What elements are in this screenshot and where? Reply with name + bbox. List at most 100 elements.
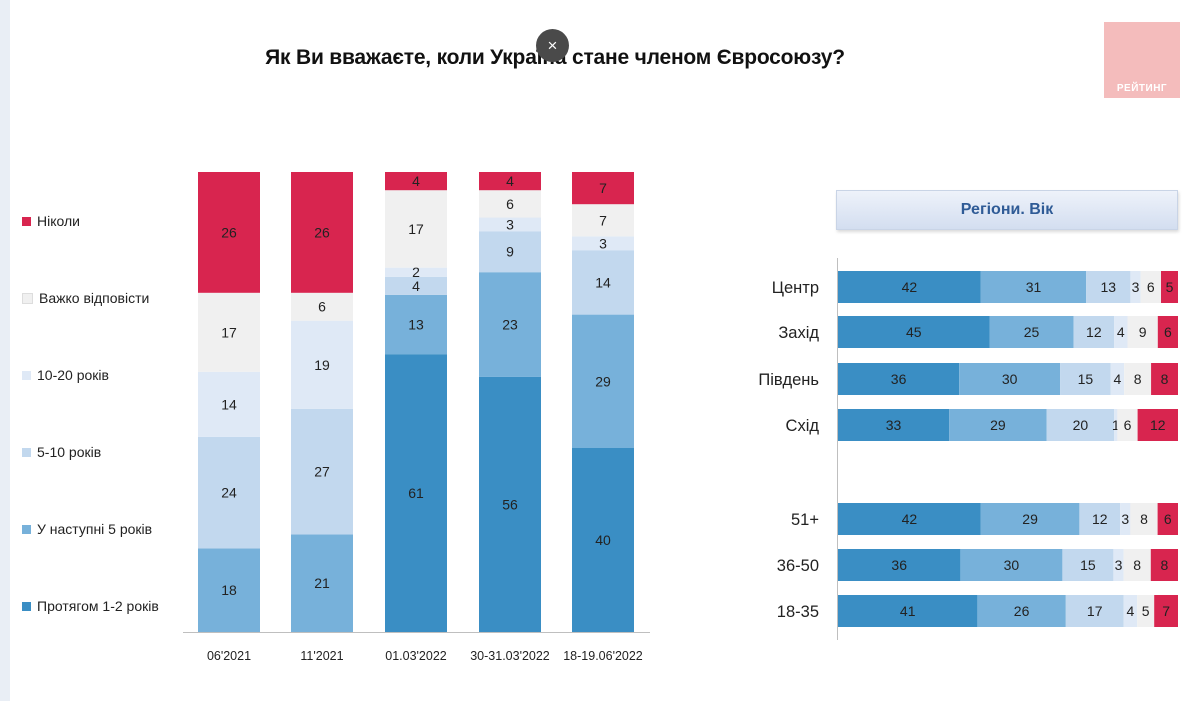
data-label: 40 xyxy=(595,532,611,548)
legend-label: У наступні 5 років xyxy=(37,521,153,537)
y-tick-label: Схід xyxy=(786,417,820,435)
bar-segment xyxy=(198,371,260,437)
data-label: 12 xyxy=(1092,511,1108,527)
close-button[interactable]: × xyxy=(536,29,569,62)
legend-item: 5-10 років xyxy=(22,442,101,462)
data-label: 33 xyxy=(886,417,902,433)
legend-swatch xyxy=(22,292,33,304)
data-label: 6 xyxy=(1147,279,1155,295)
data-label: 56 xyxy=(502,496,518,512)
data-label: 14 xyxy=(595,274,611,290)
data-label: 7 xyxy=(1162,603,1170,619)
hbar-segment xyxy=(1157,503,1178,535)
hbar-segment xyxy=(1062,549,1114,581)
data-label: 20 xyxy=(1073,417,1089,433)
data-label: 3 xyxy=(599,235,607,251)
bar-segment xyxy=(479,272,541,377)
data-label: 15 xyxy=(1080,557,1096,573)
bar-segment xyxy=(479,231,541,273)
bar-segment xyxy=(198,548,260,632)
bar-segment xyxy=(479,217,541,232)
hbar-segment xyxy=(1060,363,1111,395)
logo-text: РЕЙТИНГ xyxy=(1116,83,1168,94)
hbar-segment xyxy=(980,503,1080,535)
data-label: 3 xyxy=(1115,557,1123,573)
hbar-segment xyxy=(1073,316,1115,348)
data-label: 6 xyxy=(1164,324,1172,340)
legend-swatch xyxy=(22,216,31,226)
data-label: 30 xyxy=(1004,557,1020,573)
legend-item: 10-20 років xyxy=(22,365,109,385)
bar-segment xyxy=(385,354,447,632)
data-label: 45 xyxy=(906,324,922,340)
data-label: 7 xyxy=(599,212,607,228)
hbar-segment xyxy=(1137,409,1178,441)
bar-segment xyxy=(572,448,634,632)
hbar-segment xyxy=(1130,271,1141,303)
hbar-segment xyxy=(1140,271,1161,303)
data-label: 4 xyxy=(1114,371,1122,387)
y-tick-label: Захід xyxy=(778,324,819,342)
data-label: 17 xyxy=(1087,603,1103,619)
regions-header: Регіони. Вік xyxy=(836,190,1178,230)
data-label: 19 xyxy=(314,357,330,373)
hbar-segment xyxy=(838,363,960,395)
hbar-segment xyxy=(989,316,1074,348)
y-tick-label: Південь xyxy=(758,371,819,389)
bar-segment xyxy=(479,172,541,191)
bar-segment xyxy=(385,276,447,295)
bar-segment xyxy=(291,534,353,632)
hbar-segment xyxy=(1123,549,1151,581)
hbar-segment xyxy=(1123,595,1138,627)
bar-segment xyxy=(291,292,353,321)
data-label: 36 xyxy=(891,371,907,387)
hbar-segment xyxy=(1120,503,1131,535)
data-label: 3 xyxy=(506,216,514,232)
y-tick-label: 51+ xyxy=(791,511,819,529)
data-label: 8 xyxy=(1161,371,1169,387)
legend-swatch xyxy=(22,447,31,457)
hbar-segment xyxy=(1117,409,1138,441)
data-label: 23 xyxy=(502,317,518,333)
legend-swatch xyxy=(22,370,31,380)
data-label: 21 xyxy=(314,575,330,591)
bar-segment xyxy=(572,236,634,251)
hbar-segment xyxy=(1130,503,1158,535)
hbar-segment xyxy=(838,271,981,303)
data-label: 31 xyxy=(1026,279,1042,295)
hbar-segment xyxy=(838,503,981,535)
data-label: 6 xyxy=(318,299,326,315)
data-label: 42 xyxy=(902,279,918,295)
data-label: 5 xyxy=(1142,603,1150,619)
data-label: 25 xyxy=(1024,324,1040,340)
data-label: 3 xyxy=(1132,279,1140,295)
hbar-segment xyxy=(1157,316,1178,348)
y-tick-label: Центр xyxy=(772,279,819,297)
legend-label: 10-20 років xyxy=(37,367,109,383)
data-label: 6 xyxy=(1164,511,1172,527)
data-label: 18 xyxy=(221,582,237,598)
x-tick-label: 11'2021 xyxy=(300,649,343,663)
data-label: 2 xyxy=(412,264,420,280)
data-label: 13 xyxy=(408,317,424,333)
data-label: 6 xyxy=(1124,417,1132,433)
data-label: 42 xyxy=(902,511,918,527)
hbar-segment xyxy=(949,409,1047,441)
legend-item: Протягом 1-2 років xyxy=(22,596,159,616)
hbar-segment xyxy=(1124,363,1152,395)
data-label: 4 xyxy=(412,173,420,189)
hbar-segment xyxy=(1137,595,1155,627)
data-label: 15 xyxy=(1078,371,1094,387)
data-label: 6 xyxy=(506,196,514,212)
bar-segment xyxy=(385,267,447,277)
hbar-segment xyxy=(838,316,990,348)
data-label: 36 xyxy=(891,557,907,573)
hbar-segment xyxy=(1079,503,1121,535)
bar-segment xyxy=(385,172,447,191)
data-label: 12 xyxy=(1150,417,1166,433)
x-tick-label: 01.03'2022 xyxy=(385,649,447,663)
bar-segment xyxy=(291,172,353,293)
data-label: 4 xyxy=(1117,324,1125,340)
legend-item: Важко відповісти xyxy=(22,288,149,308)
hbar-segment xyxy=(1127,316,1158,348)
